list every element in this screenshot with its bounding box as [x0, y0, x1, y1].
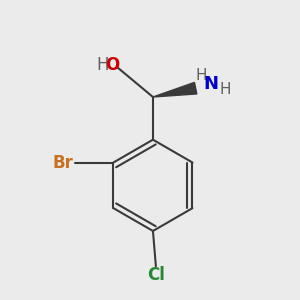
Text: Br: Br — [52, 154, 73, 172]
Text: H: H — [96, 56, 109, 74]
Text: O: O — [106, 56, 120, 74]
Text: H: H — [195, 68, 207, 83]
Text: H: H — [219, 82, 231, 97]
Polygon shape — [153, 82, 197, 97]
Text: N: N — [203, 75, 218, 93]
Text: Cl: Cl — [147, 266, 165, 284]
